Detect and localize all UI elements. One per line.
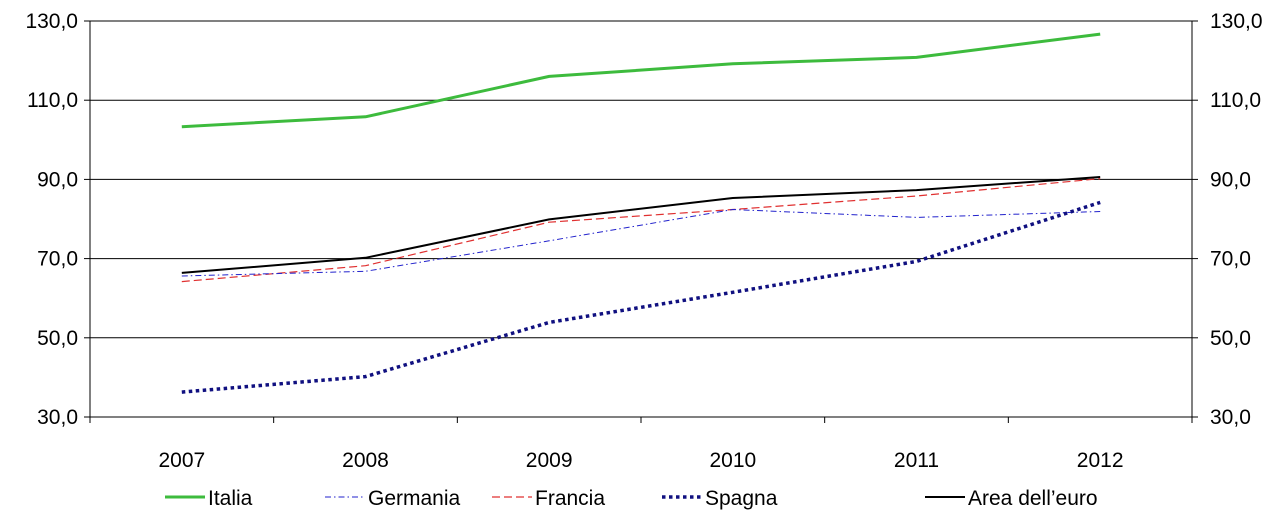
series-line-francia — [181, 178, 1101, 283]
y-right-tick-label: 110,0 — [1210, 89, 1261, 112]
y-right-tick-label: 30,0 — [1210, 406, 1251, 429]
x-axis-labels: 2007 2008 2009 2010 2011 2012 — [158, 449, 1123, 472]
x-tick-label-2011: 2011 — [894, 449, 939, 472]
y-right-tick-label: 90,0 — [1210, 168, 1251, 191]
y-right-tick-label: 130,0 — [1210, 10, 1263, 33]
series-lines — [181, 32, 1101, 394]
x-tick-label-2008: 2008 — [342, 449, 389, 472]
x-tick-label-2010: 2010 — [709, 449, 756, 472]
y-left-tick-label: 30,0 — [37, 406, 78, 429]
series-line-italia — [181, 32, 1101, 129]
legend-label-area-dell-euro: Area dell’euro — [968, 487, 1098, 510]
y-axis-right: 30,0 50,0 70,0 90,0 110,0 130,0 — [1192, 10, 1263, 429]
legend-label-spagna: Spagna — [705, 487, 778, 510]
y-left-tick-label: 70,0 — [37, 248, 78, 271]
y-left-tick-label: 90,0 — [37, 168, 78, 191]
y-left-tick-label: 130,0 — [25, 10, 78, 33]
x-tick-label-2009: 2009 — [526, 449, 573, 472]
series-line-germania — [181, 209, 1101, 277]
plot-area-frame — [89, 20, 1193, 418]
series-line-area-dell-euro — [181, 176, 1101, 274]
series-line-spagna — [181, 200, 1101, 394]
legend-label-francia: Francia — [535, 487, 605, 510]
y-right-tick-label: 50,0 — [1210, 327, 1251, 350]
legend-label-germania: Germania — [368, 487, 461, 510]
y-right-tick-label: 70,0 — [1210, 248, 1251, 271]
x-axis-ticks — [89, 417, 1193, 423]
y-axis-left: 30,0 50,0 70,0 90,0 110,0 130,0 — [25, 10, 90, 429]
y-left-tick-label: 110,0 — [27, 89, 78, 112]
legend: Italia Germania Francia Spagna Area dell’eur… — [165, 487, 1098, 510]
y-left-tick-label: 50,0 — [37, 327, 78, 350]
grid-lines — [90, 99, 1192, 339]
x-tick-label-2007: 2007 — [158, 449, 205, 472]
x-tick-label-2012: 2012 — [1077, 449, 1124, 472]
legend-label-italia: Italia — [208, 487, 253, 510]
